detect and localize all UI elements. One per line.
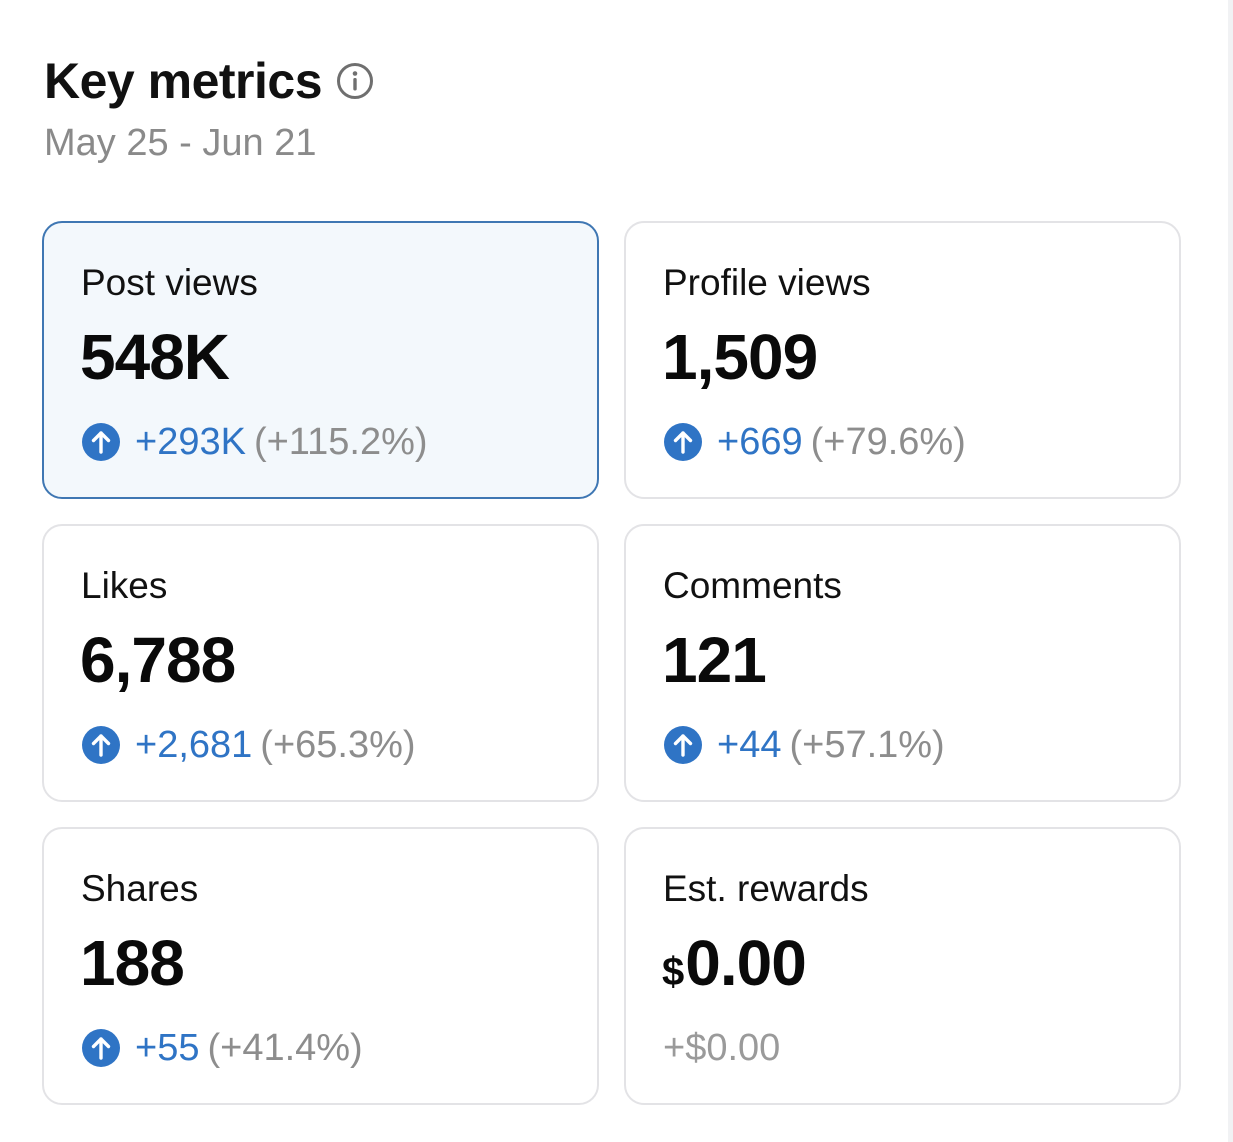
metric-delta: +669 <box>717 421 803 463</box>
currency-symbol: $ <box>662 950 684 994</box>
metric-label: Post views <box>81 262 258 303</box>
info-icon[interactable] <box>336 62 374 100</box>
metric-change: +2,681 (+65.3%) <box>81 722 416 768</box>
metric-change: +293K (+115.2%) <box>81 419 428 465</box>
metric-change: +669 (+79.6%) <box>663 419 966 465</box>
metric-percent: (+41.4%) <box>207 1027 363 1069</box>
arrow-up-circle-icon <box>82 423 120 461</box>
metric-value: 1,509 <box>662 321 818 393</box>
key-metrics-header: Key metrics May 25 - Jun 21 <box>44 52 374 166</box>
metric-delta: +44 <box>717 724 782 766</box>
metric-percent: (+65.3%) <box>260 724 416 766</box>
metric-percent: (+79.6%) <box>810 421 966 463</box>
date-range: May 25 - Jun 21 <box>44 122 317 164</box>
metric-card-shares[interactable]: Shares 188 +55 (+41.4%) <box>42 827 599 1105</box>
title-row: Key metrics <box>44 52 374 110</box>
metric-label: Est. rewards <box>663 868 869 909</box>
metric-value: $0.00 <box>662 925 807 1010</box>
metric-change: +44 (+57.1%) <box>663 722 945 768</box>
metric-card-profile-views[interactable]: Profile views 1,509 +669 (+79.6%) <box>624 221 1181 499</box>
metric-delta: +55 <box>135 1027 200 1069</box>
metric-value: 6,788 <box>80 624 236 696</box>
metric-delta: +293K <box>135 421 246 463</box>
metric-percent: (+57.1%) <box>789 724 945 766</box>
metric-delta: +2,681 <box>135 724 253 766</box>
metric-value: 121 <box>662 624 767 696</box>
metric-label: Shares <box>81 868 199 909</box>
metric-label: Profile views <box>663 262 871 303</box>
metric-delta: +$0.00 <box>663 1027 781 1069</box>
page-title: Key metrics <box>44 53 323 109</box>
metric-card-comments[interactable]: Comments 121 +44 (+57.1%) <box>624 524 1181 802</box>
scroll-edge <box>1228 0 1233 1142</box>
arrow-up-circle-icon <box>664 726 702 764</box>
metric-percent: (+115.2%) <box>253 421 428 463</box>
metric-card-post-views[interactable]: Post views 548K +293K (+115.2%) <box>42 221 599 499</box>
metric-card-est-rewards[interactable]: Est. rewards $0.00 +$0.00 <box>624 827 1181 1105</box>
metric-amount: 0.00 <box>685 927 807 999</box>
arrow-up-circle-icon <box>664 423 702 461</box>
arrow-up-circle-icon <box>82 1029 120 1067</box>
metric-value: 548K <box>80 321 230 393</box>
metric-card-likes[interactable]: Likes 6,788 +2,681 (+65.3%) <box>42 524 599 802</box>
metric-value: 188 <box>80 927 185 999</box>
metric-label: Comments <box>663 565 842 606</box>
metric-label: Likes <box>81 565 168 606</box>
metric-change: +$0.00 <box>663 1025 780 1071</box>
arrow-up-circle-icon <box>82 726 120 764</box>
metric-change: +55 (+41.4%) <box>81 1025 363 1071</box>
